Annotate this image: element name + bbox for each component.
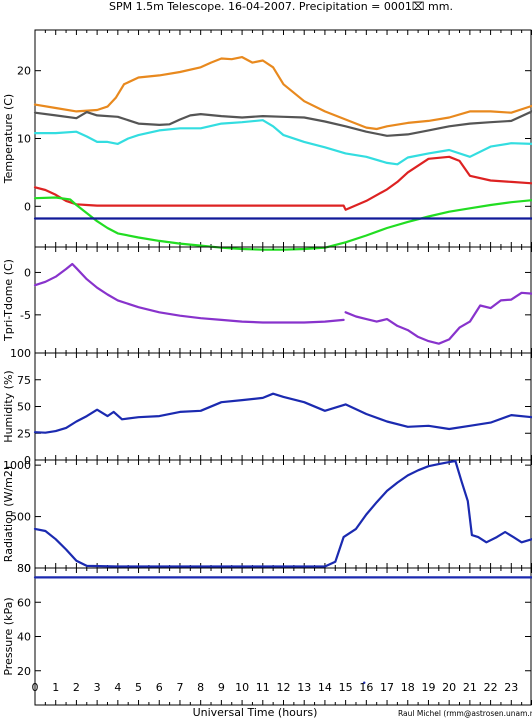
y-tick-label: -5 xyxy=(20,309,31,322)
y-tick-label: 20 xyxy=(17,65,31,78)
x-tick-label: 7 xyxy=(176,681,183,694)
data-point xyxy=(363,681,366,684)
x-axis-label: Universal Time (hours) xyxy=(193,706,318,719)
y-tick-label: 20 xyxy=(17,665,31,678)
x-tick-label: 14 xyxy=(318,681,332,694)
x-tick-label: 2 xyxy=(73,681,80,694)
x-tick-label: 6 xyxy=(156,681,163,694)
x-tick-label: 19 xyxy=(421,681,435,694)
y-tick-label: 0 xyxy=(24,266,31,279)
y-tick-label: 0 xyxy=(24,562,31,575)
y-axis-label: Humidity (%) xyxy=(2,370,15,442)
x-tick-label: 13 xyxy=(297,681,311,694)
series-line-3 xyxy=(33,119,532,166)
x-tick-label: 22 xyxy=(484,681,498,694)
x-tick-label: 17 xyxy=(380,681,394,694)
y-tick-label: 0 xyxy=(24,200,31,213)
credit-text: Raul Michel (rmm@astrosen.unam.mx) xyxy=(398,709,532,718)
x-tick-label: 21 xyxy=(463,681,477,694)
x-tick-label: 23 xyxy=(504,681,518,694)
series-line-4 xyxy=(33,155,532,211)
chart-title: SPM 1.5m Telescope. 16-04-2007. Precipit… xyxy=(109,0,453,13)
x-tick-label: 16 xyxy=(359,681,373,694)
panel-frame xyxy=(34,459,532,569)
y-tick-label: 80 xyxy=(17,562,31,575)
series-line-2 xyxy=(344,291,532,345)
x-tick-label: 10 xyxy=(235,681,249,694)
y-tick-label: 1000 xyxy=(3,459,31,472)
x-tick-label: 8 xyxy=(197,681,204,694)
x-axis-tick-labels: 0 1 2 3 4 5 6 7 8 9 10 11 12 13 14 15 16 17 18 19 20 21 22 23 xyxy=(32,681,519,694)
x-tick-label: 12 xyxy=(277,681,291,694)
x-tick-label: 5 xyxy=(135,681,142,694)
series-line-1 xyxy=(33,459,532,568)
x-tick-label: 11 xyxy=(256,681,270,694)
series-line-1 xyxy=(33,262,345,324)
y-tick-label: 50 xyxy=(17,401,31,414)
y-tick-label: 0 xyxy=(24,454,31,467)
y-axis-label: Radiation (W/m2) xyxy=(2,466,15,562)
y-tick-label: 60 xyxy=(17,596,31,609)
y-tick-label: 100 xyxy=(10,347,31,360)
y-tick-label: 500 xyxy=(10,511,31,524)
x-tick-label: 18 xyxy=(401,681,415,694)
series-line-1 xyxy=(33,392,532,434)
panel-frame xyxy=(34,352,532,461)
y-axis-label: Tpri-Tdome (C) xyxy=(2,259,15,342)
x-tick-label: 0 xyxy=(32,681,39,694)
x-tick-label: 3 xyxy=(94,681,101,694)
y-tick-label: 25 xyxy=(17,427,31,440)
panel-1: 0 10 20 Temperature (C) xyxy=(2,29,532,251)
x-tick-label: 1 xyxy=(52,681,59,694)
y-tick-label: 40 xyxy=(17,631,31,644)
y-tick-label: 75 xyxy=(17,374,31,387)
panel-frame xyxy=(34,246,532,354)
panel-2: -5 0 Tpri-Tdome (C) xyxy=(2,246,532,354)
y-axis-label: Pressure (kPa) xyxy=(2,597,15,675)
x-tick-label: 15 xyxy=(339,681,353,694)
x-tick-label: 9 xyxy=(218,681,225,694)
x-tick-label: 20 xyxy=(442,681,456,694)
panel-3: 0 25 50 75 100 Humidity (%) xyxy=(2,347,532,467)
y-tick-label: 10 xyxy=(17,133,31,146)
series-line-1 xyxy=(33,55,532,131)
x-tick-label: 4 xyxy=(114,681,121,694)
y-axis-label: Temperature (C) xyxy=(2,94,15,184)
panel-frame xyxy=(34,29,532,248)
series-line-2 xyxy=(33,110,532,137)
